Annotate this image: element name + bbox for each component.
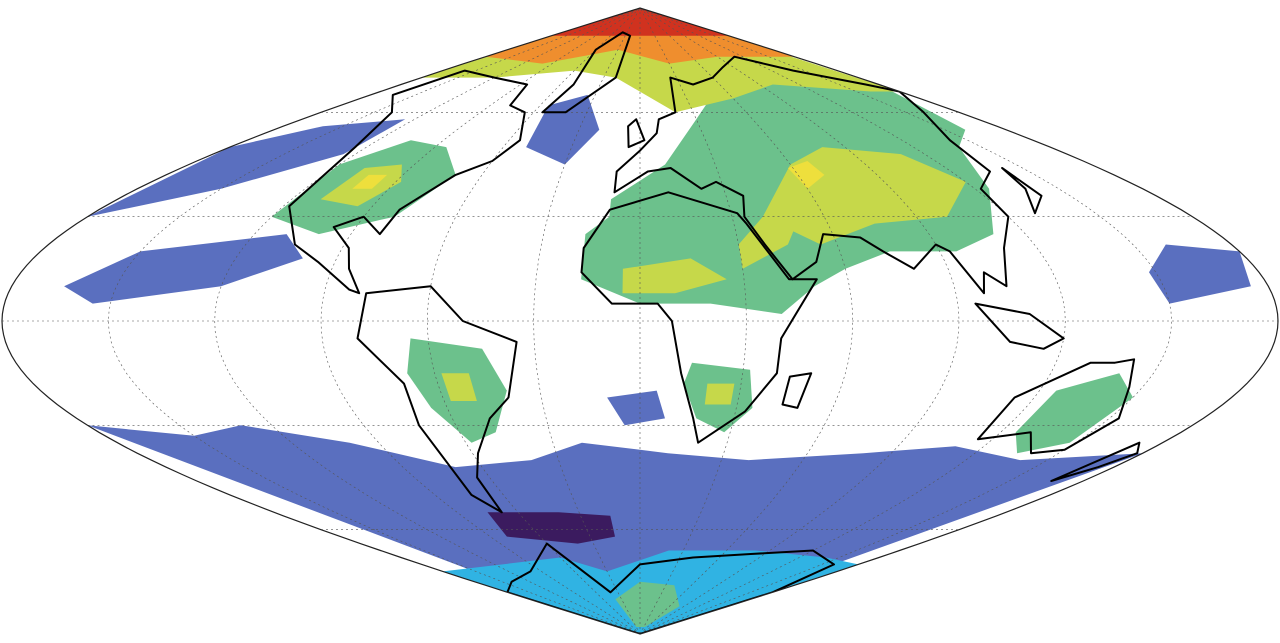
japan <box>1001 167 1043 215</box>
north-atlantic <box>526 94 600 165</box>
asia-yellow <box>787 161 825 189</box>
new-zealand <box>1050 441 1141 482</box>
map-outline <box>1 7 1279 635</box>
meridian <box>533 8 641 634</box>
south-band <box>87 425 1143 634</box>
meridian <box>214 8 641 634</box>
meridian <box>639 8 1066 634</box>
greenland <box>541 31 632 114</box>
coastlines <box>288 31 1141 634</box>
dark-south <box>487 512 615 544</box>
meridian <box>320 8 641 634</box>
britain <box>627 118 646 149</box>
anomaly-fields <box>64 8 1251 634</box>
pacific-east <box>64 234 303 304</box>
eurasia <box>613 55 1010 295</box>
south-atlantic-blob <box>607 390 665 426</box>
meridian <box>639 8 1173 634</box>
meridian <box>639 8 960 634</box>
antarctic-green <box>615 581 680 627</box>
indonesia <box>974 302 1065 350</box>
west-pacific <box>1149 244 1251 304</box>
samerica-lime <box>441 373 477 401</box>
australia <box>976 358 1136 455</box>
africa <box>580 191 818 444</box>
meridian <box>107 8 641 634</box>
sahara-lime <box>622 258 727 294</box>
north-pacific <box>87 119 406 217</box>
meridian <box>639 8 747 634</box>
madagascar <box>781 372 813 409</box>
safrica-lime <box>704 383 735 405</box>
south-america <box>356 285 518 514</box>
north-america <box>288 69 529 295</box>
namerica-yellow <box>352 174 388 189</box>
australia-green <box>1015 373 1133 454</box>
